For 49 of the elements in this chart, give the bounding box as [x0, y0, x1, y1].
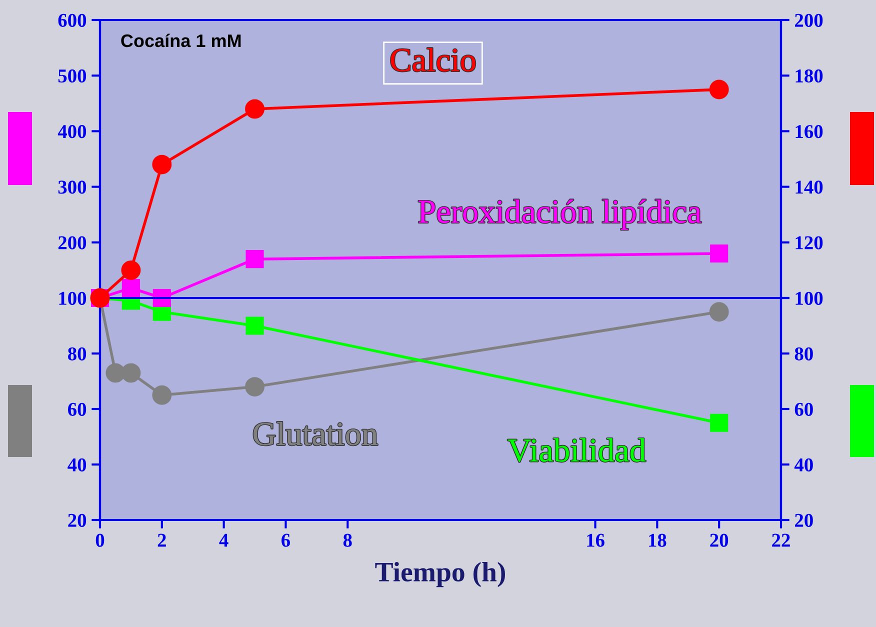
- x-tick-label: 6: [282, 534, 290, 547]
- y2-tick-label: 160: [796, 125, 823, 138]
- point: [106, 363, 126, 383]
- y2-tick-label: 140: [796, 180, 823, 194]
- x-tick-label: 8: [343, 534, 352, 547]
- x-tick-label: 4: [219, 534, 228, 547]
- x-axis-title: Tiempo (h): [375, 562, 506, 588]
- point: [122, 278, 140, 298]
- y-tick-label: 100: [59, 292, 86, 305]
- y2-tick-label: 100: [796, 292, 823, 305]
- y-tick-label: 400: [58, 125, 86, 138]
- y-tick-label: 40: [68, 458, 86, 472]
- x-tick-label: 18: [649, 534, 666, 547]
- point: [121, 363, 141, 383]
- y2-tick-label: 180: [796, 69, 823, 83]
- y-tick-label: 80: [68, 347, 86, 360]
- series-label: Calcio: [390, 48, 476, 72]
- y2-tick-label: 60: [794, 402, 813, 416]
- point: [152, 154, 172, 174]
- point: [152, 385, 172, 405]
- y-tick-label: 200: [58, 236, 86, 250]
- x-tick-label: 16: [587, 534, 604, 547]
- x-tick-label: 0: [96, 534, 104, 547]
- point: [246, 250, 264, 268]
- series-label: Peroxidación lipídica: [418, 199, 702, 230]
- x-tick-label: 22: [772, 534, 790, 547]
- series-label: Viabilidad: [508, 438, 646, 462]
- x-tick-label: 20: [710, 534, 728, 547]
- point: [245, 377, 264, 397]
- series-label: Glutation: [254, 422, 378, 446]
- point: [709, 80, 729, 100]
- point: [246, 316, 264, 335]
- x-tick-label: 2: [158, 534, 166, 547]
- y-tick-label: 300: [58, 180, 86, 194]
- y-tick-label: 60: [68, 402, 86, 416]
- point: [709, 302, 729, 322]
- y2-tick-label: 40: [794, 458, 813, 472]
- point: [245, 99, 264, 119]
- y2-tick-label: 20: [795, 514, 813, 527]
- point: [710, 244, 728, 263]
- point: [121, 260, 141, 280]
- point: [710, 414, 728, 432]
- y-tick-label: 500: [58, 69, 86, 83]
- y2-tick-label: 120: [796, 236, 823, 250]
- y-tick-label: 600: [58, 14, 86, 27]
- y-tick-label: 20: [68, 514, 86, 527]
- text: Cocaína 1 mM: [121, 34, 241, 48]
- y2-tick-label: 80: [794, 347, 813, 360]
- y2-tick-label: 200: [795, 14, 823, 27]
